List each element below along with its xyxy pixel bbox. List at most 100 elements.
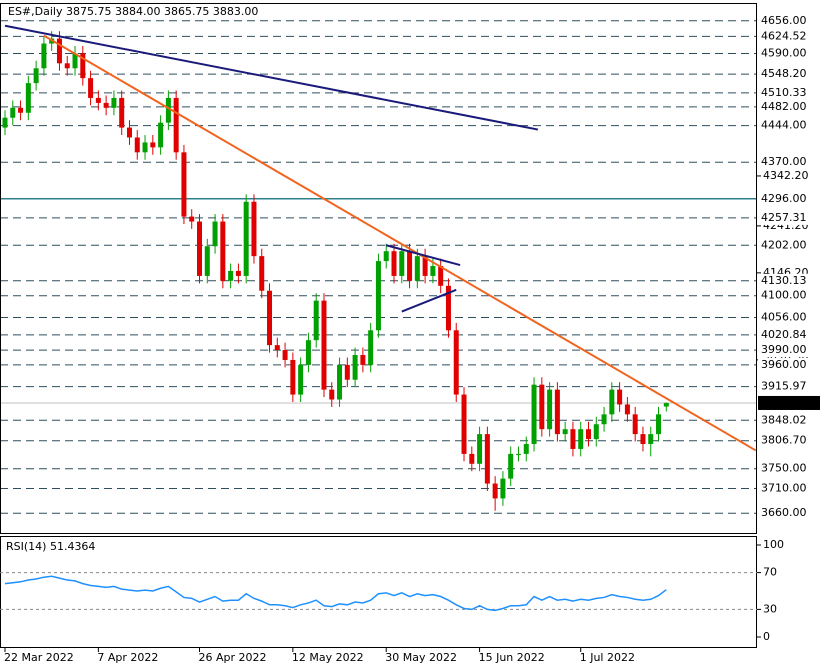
level-box [758, 343, 820, 358]
candle-body [56, 38, 62, 64]
level-label: 3960.00 [761, 358, 807, 371]
candle-body [173, 97, 179, 153]
level-label: 3848.02 [761, 413, 807, 426]
trend-line [385, 244, 461, 267]
candle-body [453, 330, 459, 395]
candle-body [290, 359, 296, 395]
level-box [758, 357, 820, 372]
candle-body [321, 300, 327, 390]
candle-body [609, 389, 615, 415]
candle-body [578, 429, 584, 449]
candle-body [235, 270, 241, 276]
level-box [758, 46, 820, 61]
price-panel [0, 20, 757, 514]
candle-body [375, 261, 381, 331]
level-box [758, 85, 820, 100]
candle-body [212, 221, 218, 247]
level-label: 4444.00 [761, 119, 807, 132]
candle-body [228, 270, 234, 281]
candle-body [259, 256, 265, 291]
level-box [758, 67, 820, 82]
level-label: 4257.31 [761, 211, 807, 224]
rsi-frame [0, 536, 757, 648]
candle-body [656, 414, 662, 435]
candle-body [586, 429, 591, 440]
candle-body [251, 201, 257, 257]
candle-body [88, 78, 94, 98]
level-label: 4548.20 [761, 67, 807, 80]
candle-body [18, 107, 24, 113]
candle-body [624, 404, 630, 415]
candle-body [33, 68, 39, 84]
x-tick-label: 7 Apr 2022 [97, 651, 158, 664]
candle-body [142, 142, 148, 153]
level-box [758, 273, 820, 288]
level-box [758, 481, 820, 496]
candle-body [508, 453, 514, 479]
rsi-line [4, 575, 667, 612]
candle-body [407, 251, 413, 281]
candle-body [64, 63, 70, 69]
level-label: 4656.00 [761, 14, 807, 27]
candle-body [150, 142, 156, 148]
candle-body [663, 402, 669, 407]
candle-body [547, 389, 553, 430]
level-label: 4624.52 [761, 29, 807, 42]
candle-body [80, 53, 86, 79]
candle-body [523, 444, 529, 454]
candle-body [111, 97, 117, 108]
candle-body [41, 43, 47, 69]
candle-body [554, 389, 560, 435]
level-box [758, 155, 820, 170]
candle-body [632, 414, 638, 435]
level-label: 4202.00 [761, 238, 807, 251]
candle-body [477, 434, 483, 464]
candle-body [360, 355, 366, 365]
level-box [758, 310, 820, 325]
candle-body [274, 345, 280, 351]
level-label: 4100.00 [761, 289, 807, 302]
current-price-box [758, 395, 820, 410]
candle-body [601, 414, 607, 425]
x-tick-label: 1 Jul 2022 [580, 651, 635, 664]
candle-body [383, 251, 389, 262]
candle-body [72, 53, 78, 69]
candle-body [399, 251, 405, 276]
candle-body [484, 434, 490, 484]
candle-body [617, 389, 623, 405]
level-box [758, 327, 820, 342]
level-box [758, 461, 820, 476]
candle-body [461, 394, 467, 454]
candle-body [352, 355, 358, 380]
candle-body [181, 152, 187, 217]
candle-body [337, 364, 343, 400]
trend-line [4, 24, 539, 131]
level-box [758, 13, 820, 28]
level-label: 3915.97 [761, 380, 807, 393]
candle-body [158, 122, 164, 148]
candle-body [119, 97, 125, 128]
level-label: 4590.00 [761, 46, 807, 59]
candle-body [267, 290, 273, 346]
level-box [758, 288, 820, 303]
level-box [758, 238, 820, 253]
solid-level-label: 4296.00 [761, 192, 807, 205]
rsi-tick-label: 100 [763, 538, 784, 551]
candle-body [438, 266, 444, 286]
candle-body [313, 300, 319, 341]
x-tick-label: 30 May 2022 [385, 651, 457, 664]
level-label: 3660.00 [761, 506, 807, 519]
candle-body [329, 389, 335, 400]
level-label: 4056.00 [761, 310, 807, 323]
chart-title: ES#,Daily 3875.75 3884.00 3865.75 3883.0… [8, 5, 258, 18]
trend-line [43, 34, 757, 452]
rsi-label: RSI(14) 51.4364 [6, 540, 95, 553]
candle-body [593, 424, 599, 440]
level-label: 3750.00 [761, 462, 807, 475]
level-box [758, 379, 820, 394]
level-label: 4370.00 [761, 155, 807, 168]
solid-level-box [758, 191, 820, 206]
candle-body [25, 83, 31, 113]
level-box [758, 29, 820, 44]
